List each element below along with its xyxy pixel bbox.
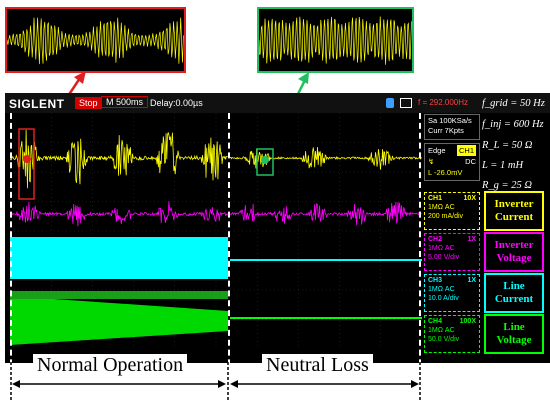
legend-line-current: Line Current bbox=[484, 273, 544, 313]
channel-4-name: CH4 bbox=[428, 318, 442, 325]
legend-inverter-current-line2: Current bbox=[486, 211, 542, 224]
channel-4-scale: 50.0 V/div bbox=[428, 335, 476, 344]
legend-inverter-current: Inverter Current bbox=[484, 191, 544, 231]
param-rg: R_g = 25 Ω bbox=[482, 180, 532, 191]
trigger-box: Edge CH1 ↯ DC L -26.0mV bbox=[424, 143, 480, 181]
channel-2-probe: 1X bbox=[467, 235, 476, 244]
normal-operation-label: Normal Operation bbox=[33, 354, 187, 377]
legend-line-current-line1: Line bbox=[486, 280, 542, 293]
trace-ch4-normal-upper bbox=[10, 291, 228, 299]
zoom-marker-neutral-loss bbox=[261, 156, 269, 164]
channel-2-coupling: 1MΩ AC bbox=[428, 244, 476, 253]
legend-inverter-voltage-line1: Inverter bbox=[486, 239, 542, 252]
channel-2-box[interactable]: CH2 1X 1MΩ AC 5.00 V/div bbox=[424, 233, 480, 271]
channel-3-coupling: 1MΩ AC bbox=[428, 285, 476, 294]
normal-operation-arrow-right-head bbox=[218, 380, 226, 388]
channel-1-box[interactable]: CH1 10X 1MΩ AC 200 mA/div bbox=[424, 192, 480, 230]
legend-line-voltage-line2: Voltage bbox=[486, 334, 542, 347]
display-icon bbox=[400, 98, 412, 108]
usb-icon bbox=[386, 98, 394, 108]
channel-4-probe: 100X bbox=[460, 317, 476, 326]
brand-logo: SIGLENT bbox=[9, 97, 65, 111]
right-boundary-line bbox=[419, 113, 421, 395]
legend-line-voltage: Line Voltage bbox=[484, 314, 544, 354]
trigger-coupling: DC bbox=[465, 156, 476, 167]
trace-ch1-normal bbox=[10, 130, 228, 188]
normal-operation-arrow-left-head bbox=[12, 380, 20, 388]
param-rl: R_L = 50 Ω bbox=[482, 140, 532, 151]
channel-1-probe: 10X bbox=[464, 194, 476, 203]
neutral-loss-label: Neutral Loss bbox=[262, 354, 373, 377]
legend-inverter-voltage: Inverter Voltage bbox=[484, 232, 544, 272]
neutral-loss-arrow-left-head bbox=[230, 380, 238, 388]
zoom-marker-normal bbox=[23, 155, 31, 163]
channel-1-scale: 200 mA/div bbox=[428, 212, 476, 221]
trace-ch1-neutral-loss bbox=[230, 147, 422, 170]
waveform-plot bbox=[10, 113, 422, 349]
channel-3-scale: 10.0 A/div bbox=[428, 294, 476, 303]
channel-1-name: CH1 bbox=[428, 195, 442, 202]
run-state-badge[interactable]: Stop bbox=[75, 97, 102, 109]
legend-line-current-line2: Current bbox=[486, 293, 542, 306]
param-f-inj: f_inj = 600 Hz bbox=[482, 119, 544, 130]
param-f-grid: f_grid = 50 Hz bbox=[482, 98, 545, 109]
trace-ch4-normal bbox=[10, 296, 228, 345]
channel-1-coupling: 1MΩ AC bbox=[428, 203, 476, 212]
channel-4-box[interactable]: CH4 100X 1MΩ AC 50.0 V/div bbox=[424, 315, 480, 353]
transition-line bbox=[228, 113, 230, 395]
legend-inverter-voltage-line2: Voltage bbox=[486, 252, 542, 265]
channel-2-name: CH2 bbox=[428, 236, 442, 243]
channel-3-box[interactable]: CH3 1X 1MΩ AC 10.0 A/div bbox=[424, 274, 480, 312]
legend-inverter-current-line1: Inverter bbox=[486, 198, 542, 211]
arrow-normal-head bbox=[74, 71, 86, 84]
trigger-edge-icon: ↯ bbox=[428, 157, 434, 166]
channel-3-probe: 1X bbox=[467, 276, 476, 285]
trace-ch2-normal bbox=[10, 201, 228, 226]
acquisition-box: Sa 100KSa/s Curr 7Kpts bbox=[424, 114, 480, 140]
trace-ch3-normal bbox=[10, 237, 228, 279]
legend-line-voltage-line1: Line bbox=[486, 321, 542, 334]
trigger-level: L -26.0mV bbox=[428, 167, 476, 178]
param-l: L = 1 mH bbox=[482, 160, 523, 171]
memory-depth: Curr 7Kpts bbox=[428, 126, 476, 136]
channel-4-coupling: 1MΩ AC bbox=[428, 326, 476, 335]
timebase-readout[interactable]: M 500ms bbox=[101, 96, 148, 108]
channel-2-scale: 5.00 V/div bbox=[428, 253, 476, 262]
sample-rate: Sa 100KSa/s bbox=[428, 116, 476, 126]
frequency-readout: f = 292.000Hz bbox=[418, 98, 468, 107]
delay-readout: Delay:0.00µs bbox=[150, 98, 203, 108]
trace-ch2-neutral-loss bbox=[230, 202, 422, 226]
left-boundary-line bbox=[10, 113, 12, 395]
neutral-loss-arrow-right-head bbox=[411, 380, 419, 388]
trigger-mode: Edge bbox=[428, 146, 446, 155]
channel-3-name: CH3 bbox=[428, 277, 442, 284]
trigger-source: CH1 bbox=[457, 145, 476, 156]
